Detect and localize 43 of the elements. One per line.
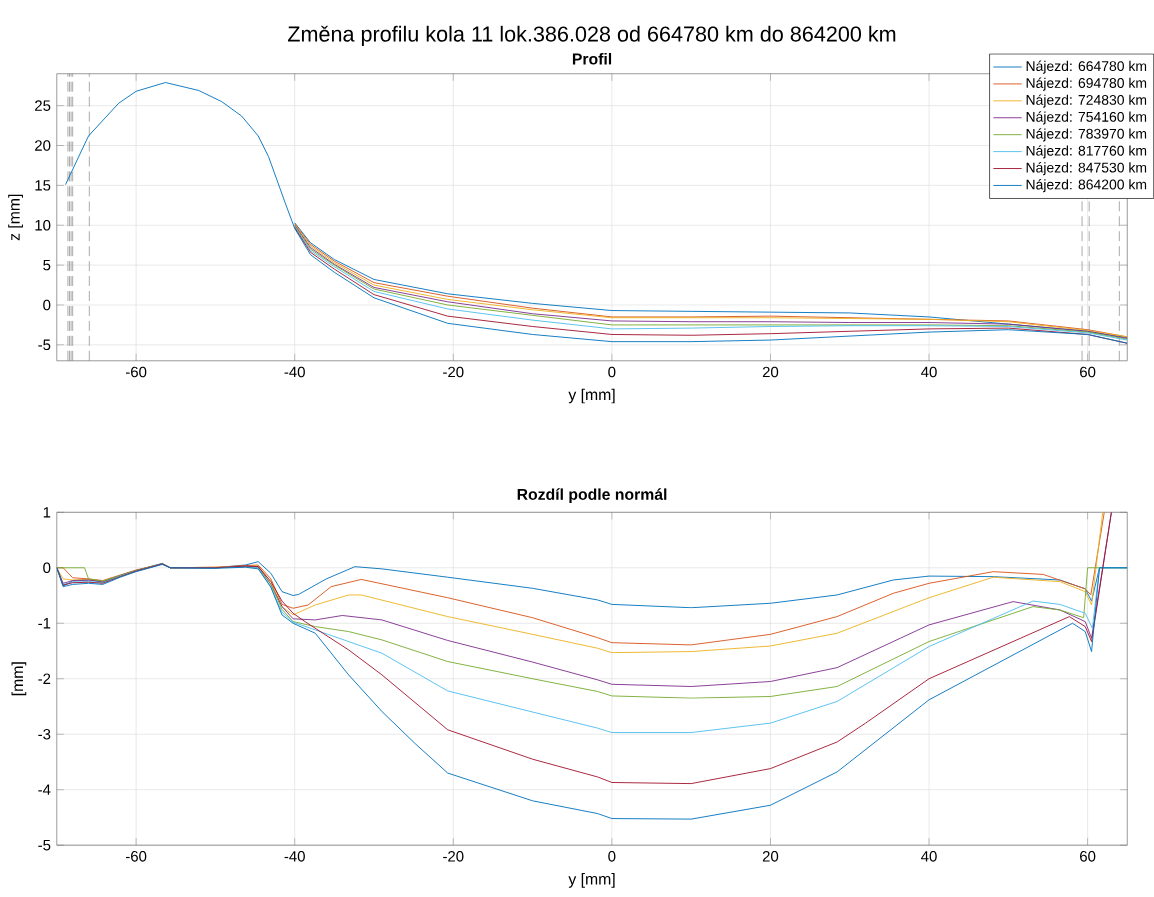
x-tick-label: -60 (125, 366, 147, 378)
chart-title: Rozdíl podle normál (517, 488, 667, 504)
x-axis-title: y [mm] (568, 388, 615, 404)
y-tick-label: -2 (38, 673, 51, 684)
legend-label: Nájezd: 754160 km (1026, 111, 1147, 125)
y-tick-label: 1 (43, 507, 51, 518)
x-axis-title: y [mm] (568, 873, 615, 888)
x-tick-label: 0 (608, 851, 616, 862)
legend-label: Nájezd: 724830 km (1026, 94, 1147, 108)
x-tick-label: -40 (284, 366, 305, 378)
y-tick-label: 0 (43, 562, 51, 574)
x-tick-label: 40 (921, 851, 937, 862)
x-tick-label: 0 (608, 366, 616, 378)
x-tick-label: -40 (284, 851, 305, 862)
x-tick-label: 60 (1080, 851, 1096, 862)
y-tick-label: 10 (35, 219, 51, 231)
legend-label: Nájezd: 847530 km (1026, 162, 1147, 176)
y-tick-label: 5 (43, 259, 51, 271)
legend-label: Nájezd: 783970 km (1026, 128, 1147, 142)
y-axis-title: z [mm] (8, 194, 23, 241)
chart-subtitle: Profil (572, 52, 612, 65)
x-tick-label: -20 (443, 366, 464, 378)
y-tick-label: 15 (35, 180, 51, 191)
y-tick-label: -5 (38, 339, 51, 351)
y-axis-title: [mm] (11, 662, 27, 696)
y-tick-label: 25 (35, 100, 51, 111)
y-tick-label: -5 (38, 839, 51, 851)
legend-label: Nájezd: 694780 km (1026, 77, 1147, 91)
x-tick-label: 40 (921, 366, 937, 378)
legend-label: Nájezd: 864200 km (1026, 179, 1147, 193)
x-tick-label: 20 (762, 366, 779, 378)
chart-title: Změna profilu kola 11 lok.386.028 od 664780 km do 864200 km (287, 25, 896, 46)
y-tick-label: -1 (38, 618, 51, 629)
x-tick-label: 60 (1080, 366, 1096, 378)
y-tick-label: -4 (38, 784, 51, 795)
y-tick-label: 0 (43, 299, 51, 311)
x-tick-label: 20 (762, 851, 779, 862)
y-tick-label: 20 (35, 140, 51, 151)
y-tick-label: -3 (38, 728, 51, 740)
legend-label: Nájezd: 664780 km (1026, 60, 1147, 74)
x-tick-label: -60 (125, 851, 147, 862)
x-tick-label: -20 (443, 851, 464, 862)
legend-label: Nájezd: 817760 km (1026, 145, 1147, 159)
